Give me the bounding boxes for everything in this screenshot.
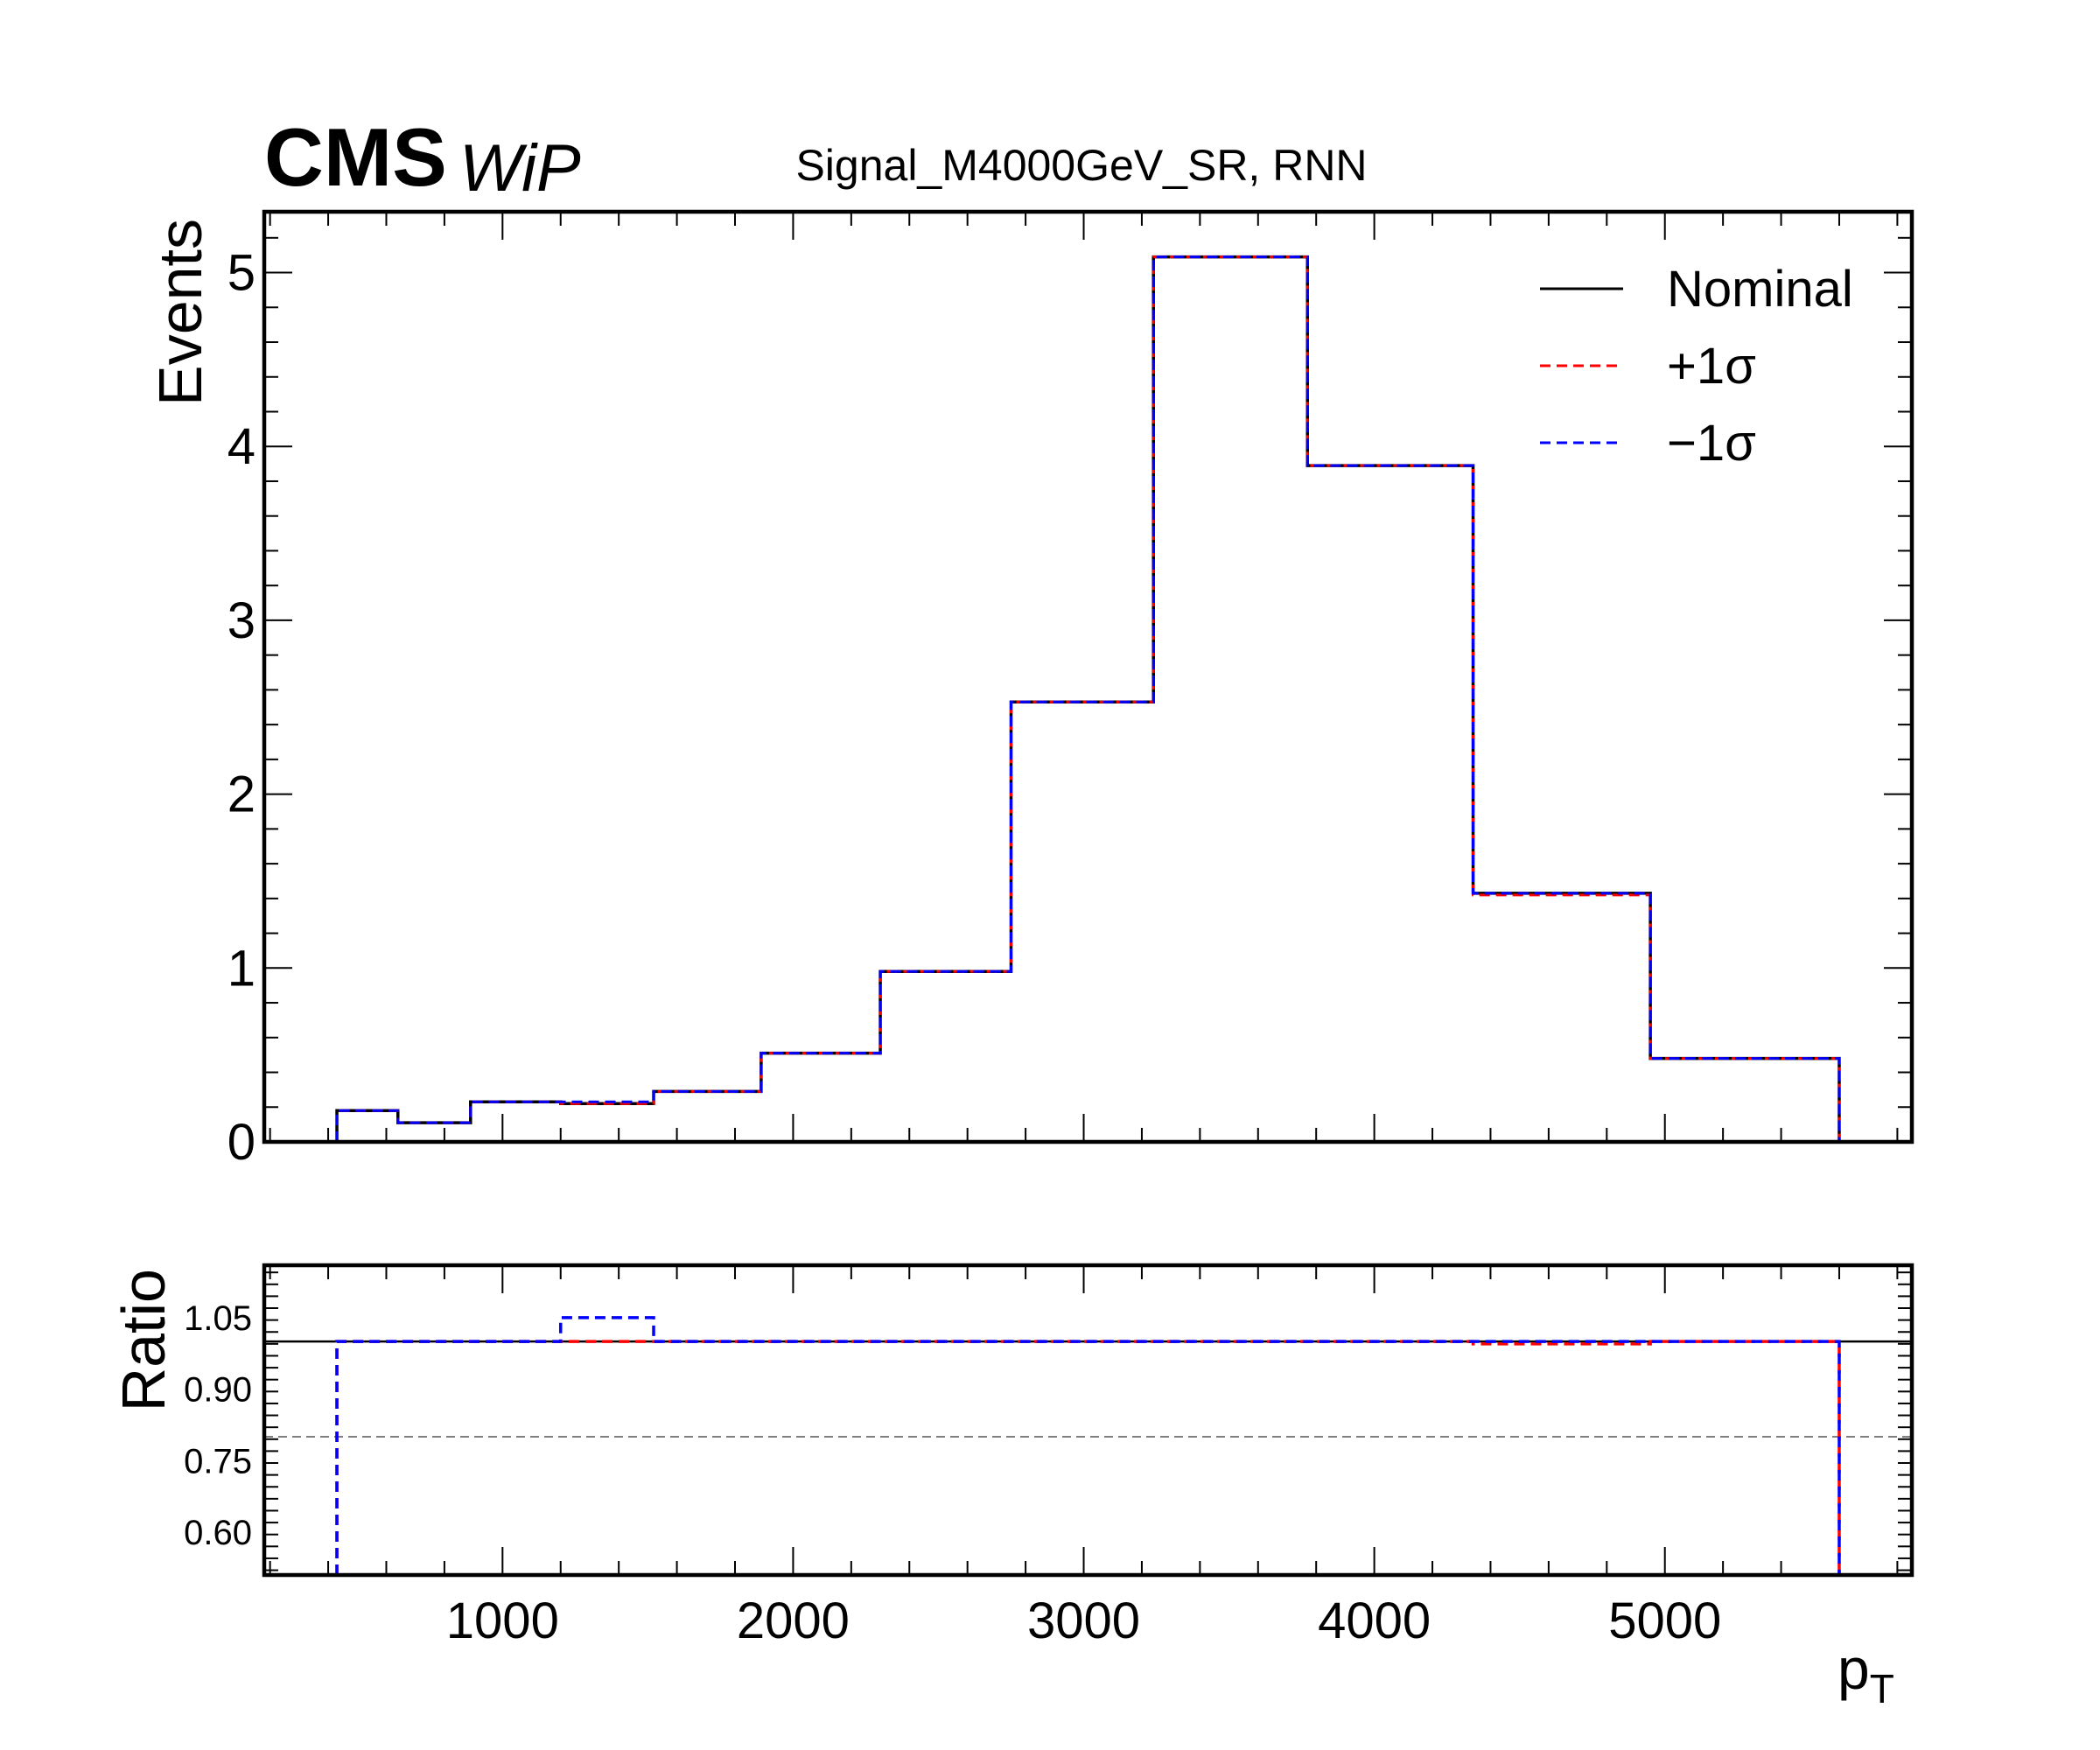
x-tick-label: 3000: [1027, 1592, 1140, 1649]
legend-label: +1σ: [1667, 338, 1756, 395]
series-down-line: [335, 256, 1841, 1142]
chart-title: Signal_M4000GeV_SR, RNN: [795, 141, 1367, 190]
main-y-axis-label: Events: [146, 219, 214, 406]
series-nominal-line: [335, 255, 1841, 1142]
ratio-series-down-line: [335, 1316, 1841, 1575]
y-tick-label: 5: [228, 245, 256, 302]
main-panel: 0 1 2 3 4 5: [228, 209, 1914, 1171]
status-label: WiP: [459, 131, 581, 206]
legend: Nominal +1σ −1σ: [1540, 261, 1853, 472]
main-axes-frame: [262, 209, 1914, 1144]
x-tick-label: 1000: [446, 1592, 559, 1649]
legend-label: Nominal: [1667, 261, 1853, 318]
ratio-axes-frame: [262, 1263, 1914, 1578]
ratio-y-tick-label: 0.90: [184, 1371, 252, 1410]
y-tick-label: 4: [228, 418, 256, 475]
x-tick-label: 4000: [1318, 1592, 1431, 1649]
legend-label: −1σ: [1667, 415, 1756, 472]
series-up-line: [335, 256, 1841, 1142]
ratio-y-tick-label: 0.75: [184, 1442, 252, 1480]
x-tick-label: 5000: [1608, 1592, 1721, 1649]
y-tick-label: 2: [228, 766, 256, 823]
x-axis-label: pT: [1838, 1636, 1894, 1712]
ratio-y-tick-label: 1.05: [184, 1299, 252, 1338]
ratio-y-tick-label: 0.60: [184, 1514, 252, 1552]
y-tick-label: 3: [228, 592, 256, 649]
cms-label: CMS: [264, 111, 447, 203]
y-tick-label: 1: [228, 940, 256, 997]
ratio-y-axis-label: Ratio: [109, 1269, 178, 1411]
y-tick-label: 0: [228, 1114, 256, 1171]
ratio-series-up-line: [335, 1340, 1841, 1575]
x-axis-label-main: p: [1838, 1636, 1870, 1701]
x-axis-label-subscript: T: [1870, 1666, 1894, 1712]
x-tick-label: 2000: [737, 1592, 850, 1649]
ratio-panel: 1.05 0.90 0.75 0.60 1000 2000 3000 4000 5000: [184, 1263, 1914, 1649]
